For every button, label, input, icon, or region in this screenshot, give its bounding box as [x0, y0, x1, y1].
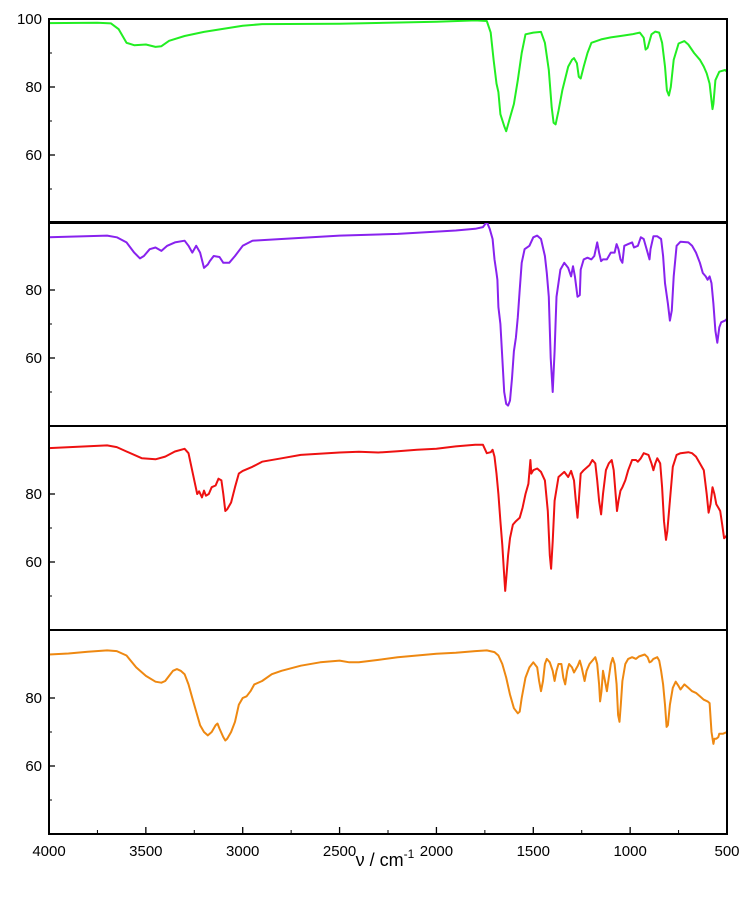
y-tick-label: 80: [25, 486, 42, 503]
panel-frame: [48, 425, 728, 631]
x-tick-label: 3000: [226, 843, 259, 860]
x-tick-label: 1500: [517, 843, 550, 860]
x-axis-label: ν / cm-1: [356, 847, 415, 870]
y-tick-label: 80: [25, 282, 42, 299]
spectrum-panel-1: 60 80 100: [17, 11, 728, 224]
x-tick-label: 500: [714, 843, 739, 860]
x-tick-label: 2000: [420, 843, 453, 860]
panel-frame: [48, 221, 728, 427]
y-tick-label: 80: [25, 79, 42, 96]
panel-frame: [48, 18, 728, 224]
y-tick-label: 100: [17, 11, 42, 28]
x-tick-label: 2500: [323, 843, 356, 860]
x-tick-label: 1000: [613, 843, 646, 860]
x-tick-label: 3500: [129, 843, 162, 860]
y-tick-label: 60: [25, 147, 42, 164]
y-tick-label: 60: [25, 350, 42, 367]
spectrum-panel-3: 60 80: [25, 425, 728, 631]
y-tick-label: 80: [25, 690, 42, 707]
y-tick-label: 60: [25, 554, 42, 571]
x-tick-label: 4000: [32, 843, 65, 860]
spectrum-line: [48, 649, 728, 745]
spectra-panels: 60 80 100 60 80 60 80 60 80 4000 3500 3000 2500 2000 1…: [17, 11, 740, 860]
x-axis-label-exponent: -1: [404, 847, 415, 861]
y-tick-label: 60: [25, 758, 42, 775]
panel-frame: [48, 629, 728, 835]
spectrum-panel-2: 60 80: [25, 221, 728, 427]
spectrum-line: [48, 19, 728, 133]
spectrum-line: [48, 221, 728, 407]
spectrum-line: [48, 443, 728, 592]
x-axis-label-text: ν / cm: [356, 850, 404, 870]
spectrum-panel-4: 60 80 4000 3500 3000 2500 2000 1500 1000 500: [25, 629, 740, 860]
